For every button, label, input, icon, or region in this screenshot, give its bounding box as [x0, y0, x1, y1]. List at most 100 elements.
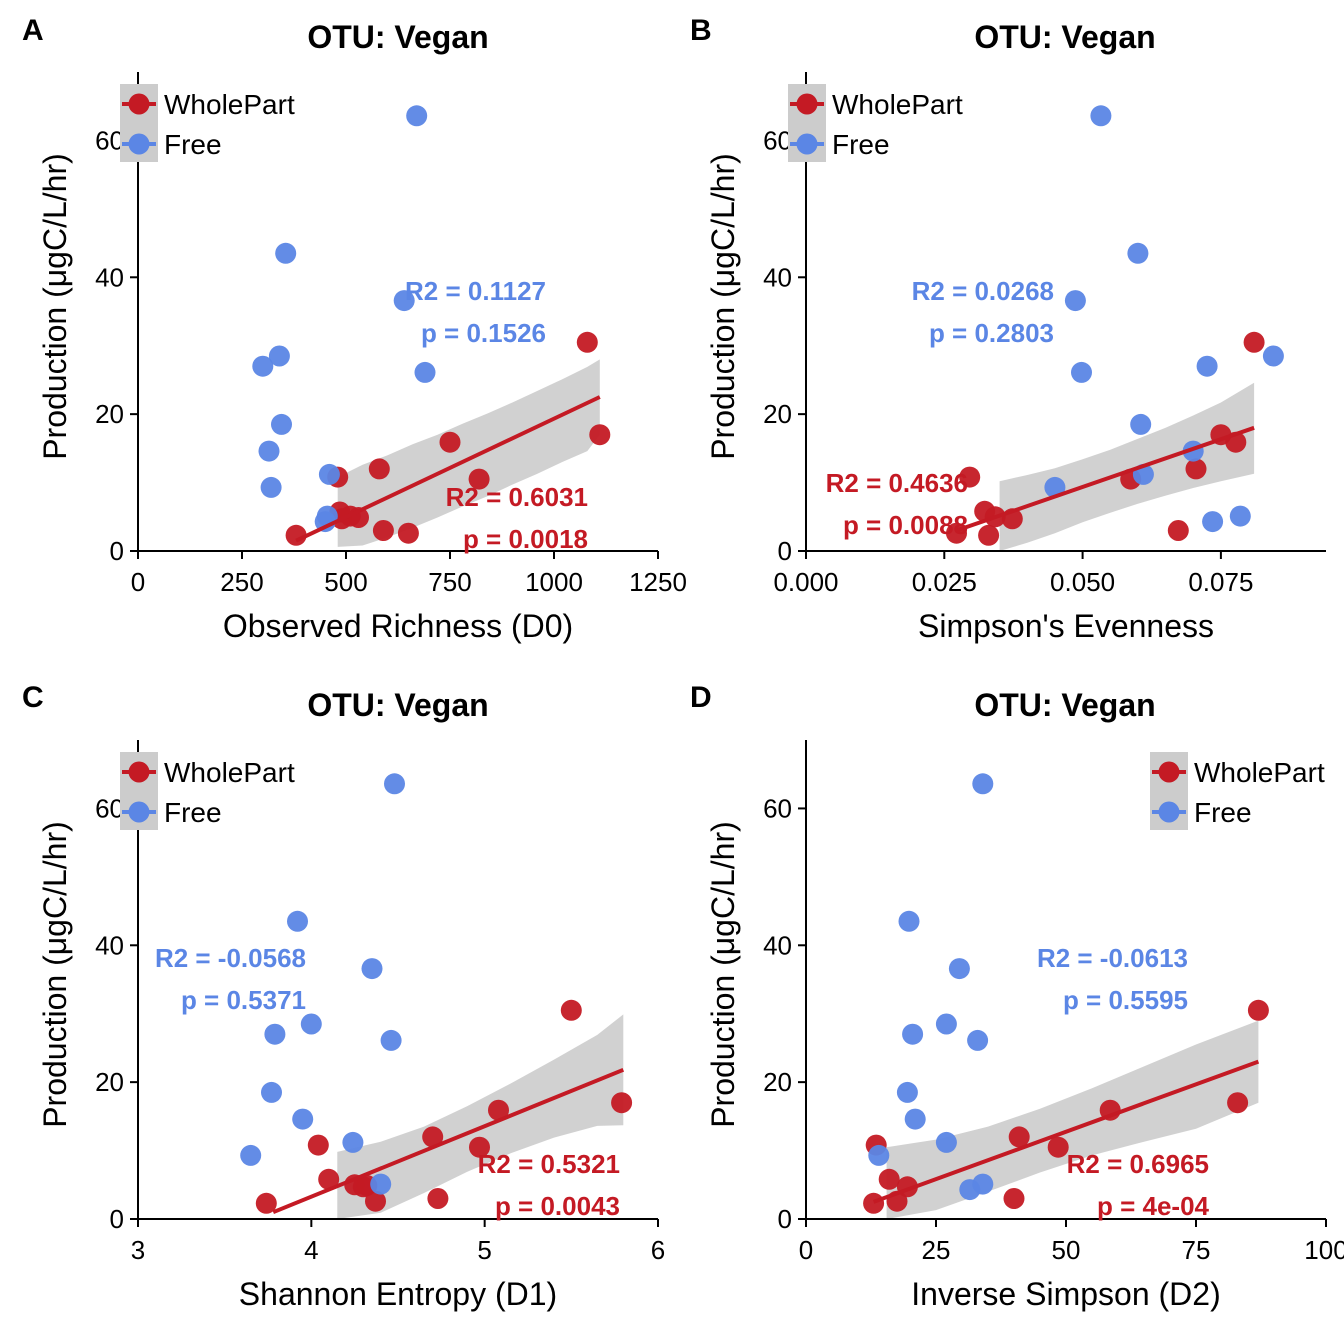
panel-letter: B [690, 14, 712, 47]
x-tick-label: 100 [1304, 1235, 1344, 1265]
legend-marker-free [128, 133, 150, 155]
data-point-wholepart [439, 431, 461, 453]
data-point-free [1064, 290, 1086, 312]
y-axis-title: Production (μgC/L/hr) [705, 821, 741, 1128]
stat-r2-wholepart: R2 = 0.6965 [1067, 1149, 1209, 1179]
legend-marker-free [1158, 801, 1180, 823]
data-point-free [292, 1108, 314, 1130]
data-point-free [406, 105, 428, 127]
chart-panel-a: A OTU: Vegan 0 250 500 750 1000 1250 0 20 40 60 Obse… [22, 14, 687, 644]
y-tick-label: 20 [763, 1067, 792, 1097]
x-tick-label: 6 [651, 1235, 665, 1265]
legend-marker-free [796, 133, 818, 155]
y-tick-label: 60 [95, 793, 124, 823]
confidence-ribbon-wholepart [337, 1014, 624, 1219]
legend-marker-wholepart [1158, 761, 1180, 783]
data-point-free [384, 773, 405, 795]
data-point-free [904, 1108, 926, 1130]
y-tick-label: 60 [763, 793, 792, 823]
x-tick-label: 0 [131, 567, 145, 597]
x-tick-label: 0.075 [1188, 567, 1253, 597]
x-tick-label: 3 [131, 1235, 145, 1265]
stat-p-free: p = 0.1526 [421, 318, 546, 348]
data-point-free [1229, 505, 1251, 527]
data-point-wholepart [488, 1099, 509, 1121]
data-point-free [1130, 413, 1152, 435]
panel-letter: C [22, 681, 44, 714]
data-point-free [896, 1081, 918, 1103]
legend-marker-free [128, 801, 150, 823]
legend: WholePart Free [1150, 752, 1325, 830]
x-tick-label: 0.000 [773, 567, 838, 597]
x-tick-label: 500 [324, 567, 367, 597]
data-point-free [240, 1144, 262, 1166]
data-point-wholepart [1185, 458, 1207, 480]
chart-title: OTU: Vegan [307, 19, 488, 55]
data-point-wholepart [469, 1136, 490, 1158]
data-point-free [370, 1173, 392, 1195]
data-point-wholepart [468, 468, 490, 490]
y-tick-label: 60 [763, 125, 792, 155]
data-point-wholepart [1167, 520, 1189, 541]
data-point-wholepart [878, 1168, 900, 1190]
legend-marker-wholepart [128, 93, 150, 115]
data-point-free [1127, 242, 1149, 264]
data-point-wholepart [863, 1192, 885, 1214]
data-point-wholepart [397, 522, 419, 544]
x-tick-label: 5 [477, 1235, 491, 1265]
x-tick-label: 1000 [525, 567, 583, 597]
data-point-wholepart [255, 1192, 277, 1214]
data-point-free [948, 958, 970, 980]
data-point-free [361, 958, 383, 980]
data-point-wholepart [959, 466, 981, 488]
data-point-wholepart [422, 1126, 444, 1148]
data-point-wholepart [1003, 1188, 1025, 1209]
x-axis-title: Inverse Simpson (D2) [911, 1276, 1220, 1312]
data-point-free [252, 355, 274, 377]
chart-title: OTU: Vegan [974, 19, 1155, 55]
legend: WholePart Free [120, 752, 295, 830]
x-tick-label: 0 [799, 1235, 813, 1265]
data-point-free [1196, 355, 1218, 377]
legend-label-free: Free [1194, 797, 1252, 828]
confidence-ribbon-wholepart [886, 1020, 1259, 1219]
legend-marker-wholepart [128, 761, 150, 783]
data-point-wholepart [978, 524, 1000, 546]
stat-r2-wholepart: R2 = 0.6031 [446, 482, 588, 512]
x-tick-label: 250 [220, 567, 263, 597]
chart-panel-d: D OTU: Vegan 0 25 50 75 100 0 20 40 60 Inverse Simp… [690, 681, 1344, 1312]
data-point-free [342, 1131, 364, 1153]
confidence-ribbon-wholepart [337, 359, 600, 547]
data-point-wholepart [1008, 1126, 1030, 1148]
data-point-wholepart [611, 1092, 633, 1114]
chart-title: OTU: Vegan [307, 687, 488, 723]
data-point-free [300, 1013, 322, 1035]
legend-marker-wholepart [796, 93, 818, 115]
stat-r2-free: R2 = -0.0568 [155, 943, 306, 973]
stat-p-wholepart: p = 4e-04 [1097, 1191, 1210, 1221]
stat-p-free: p = 0.5595 [1063, 985, 1188, 1015]
fit-line-wholepart [272, 1067, 625, 1215]
y-tick-label: 40 [763, 930, 792, 960]
x-tick-label: 750 [428, 567, 471, 597]
fit-line-wholepart [955, 425, 1255, 533]
data-point-free [261, 1081, 282, 1103]
stat-r2-free: R2 = -0.0613 [1037, 943, 1188, 973]
data-point-free [972, 1173, 994, 1195]
data-point-wholepart [1047, 1136, 1069, 1158]
y-tick-label: 40 [95, 930, 124, 960]
y-axis-title: Production (μgC/L/hr) [705, 153, 741, 460]
stat-p-wholepart: p = 0.0043 [495, 1191, 620, 1221]
data-point-wholepart [560, 999, 582, 1021]
legend-label-free: Free [832, 129, 890, 160]
legend-label-wholepart: WholePart [832, 89, 963, 120]
legend-label-wholepart: WholePart [1194, 757, 1325, 788]
y-tick-label: 60 [95, 125, 124, 155]
data-point-wholepart [318, 1168, 340, 1190]
data-point-wholepart [365, 1190, 386, 1212]
data-point-free [287, 910, 308, 932]
data-point-free [1071, 361, 1092, 383]
x-tick-label: 50 [1052, 1235, 1081, 1265]
